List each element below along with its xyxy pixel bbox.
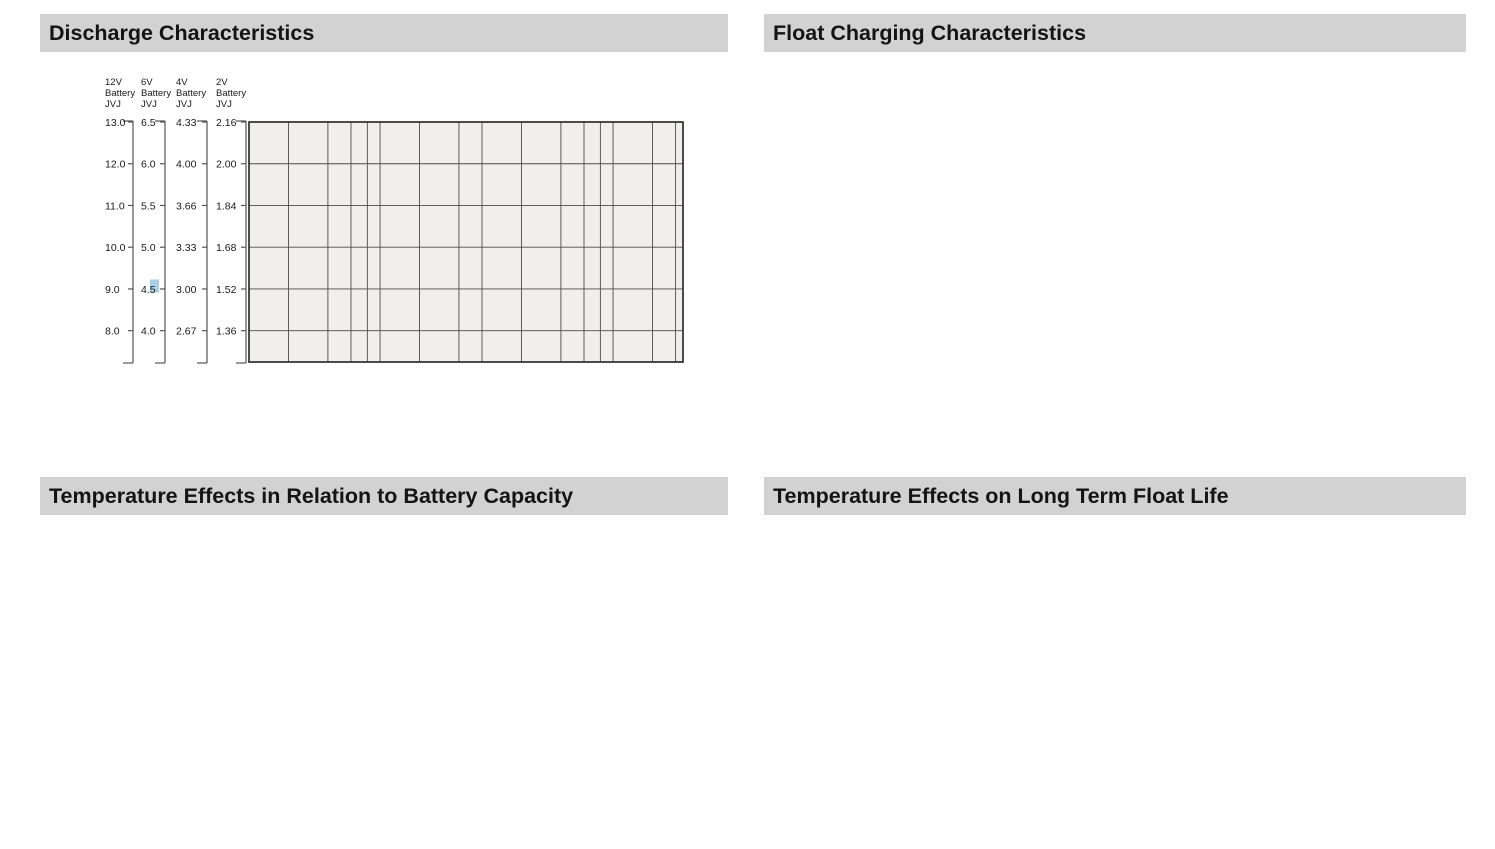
svg-text:12V: 12V [105,77,123,88]
svg-text:4V: 4V [176,77,188,88]
svg-text:Battery: Battery [216,88,246,99]
svg-text:4.33: 4.33 [176,117,197,129]
temperature-capacity-chart [30,525,740,845]
svg-text:Battery: Battery [105,88,135,99]
discharge-characteristics-chart: 12VBatteryJVJ13.012.011.010.09.08.06VBat… [105,77,684,364]
svg-text:6.0: 6.0 [141,159,156,171]
svg-text:12.0: 12.0 [105,159,126,171]
svg-text:JVJ: JVJ [176,99,192,110]
section-title-temp-capacity: Temperature Effects in Relation to Batte… [40,477,728,515]
svg-text:4.00: 4.00 [176,159,197,171]
svg-text:1.52: 1.52 [216,284,237,296]
svg-text:4.5: 4.5 [141,284,156,296]
svg-text:JVJ: JVJ [141,99,157,110]
svg-text:2.00: 2.00 [216,159,237,171]
svg-text:6V: 6V [141,77,153,88]
float-life-chart [755,525,1480,845]
svg-text:8.0: 8.0 [105,326,120,338]
svg-text:JVJ: JVJ [105,99,121,110]
svg-text:9.0: 9.0 [105,284,120,296]
svg-text:2V: 2V [216,77,228,88]
svg-text:2.67: 2.67 [176,326,197,338]
float-charging-characteristics-chart [755,60,1480,420]
svg-text:3.33: 3.33 [176,242,197,254]
svg-text:4.0: 4.0 [141,326,156,338]
svg-text:3.00: 3.00 [176,284,197,296]
svg-text:Battery: Battery [176,88,206,99]
svg-text:Battery: Battery [141,88,171,99]
svg-text:11.0: 11.0 [105,200,125,212]
svg-text:5.0: 5.0 [141,242,156,254]
svg-text:1.84: 1.84 [216,200,237,212]
svg-text:6.5: 6.5 [141,117,156,129]
section-title-float-life: Temperature Effects on Long Term Float L… [764,477,1466,515]
svg-text:1.68: 1.68 [216,242,237,254]
svg-text:3.66: 3.66 [176,200,197,212]
svg-text:1.36: 1.36 [216,326,237,338]
svg-text:JVJ: JVJ [216,99,232,110]
svg-text:13.0: 13.0 [105,117,126,129]
svg-text:2.16: 2.16 [216,117,237,129]
svg-text:5.5: 5.5 [141,200,156,212]
svg-text:10.0: 10.0 [105,242,126,254]
section-title-float-charging: Float Charging Characteristics [764,14,1466,52]
section-title-discharge: Discharge Characteristics [40,14,728,52]
